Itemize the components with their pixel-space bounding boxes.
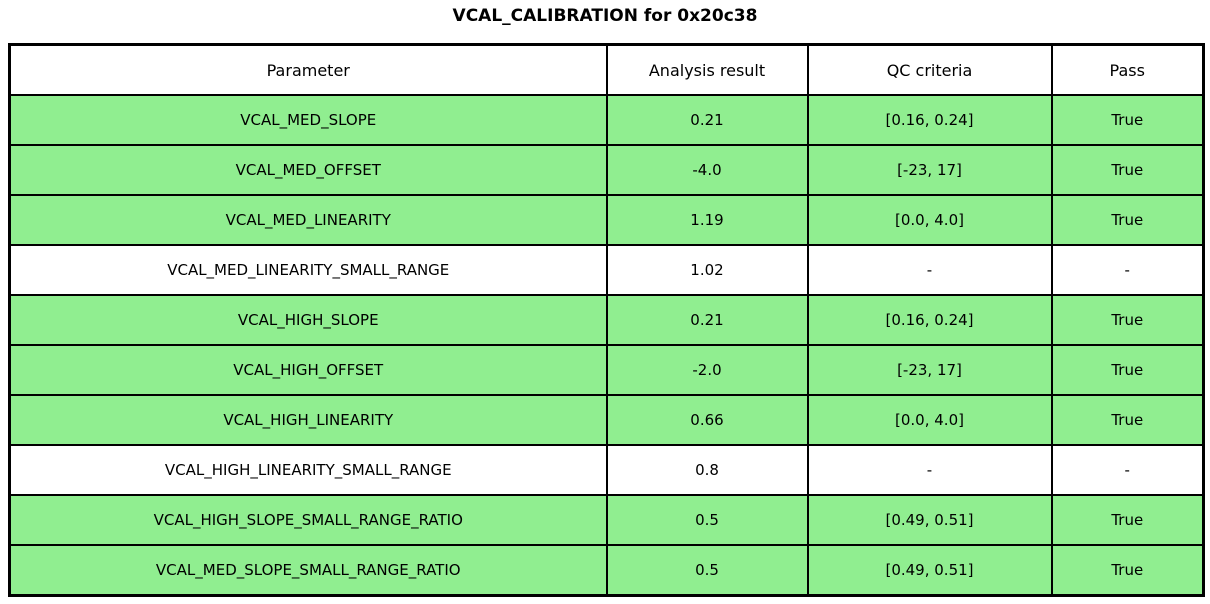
- table-row: VCAL_HIGH_OFFSET -2.0 [-23, 17] True: [8, 344, 1205, 396]
- cell-parameter: VCAL_MED_SLOPE_SMALL_RANGE_RATIO: [8, 544, 608, 597]
- cell-pass: True: [1050, 394, 1205, 446]
- table-row: VCAL_MED_LINEARITY_SMALL_RANGE 1.02 - -: [8, 244, 1205, 296]
- cell-qc-criteria: [0.0, 4.0]: [806, 394, 1053, 446]
- page-title: VCAL_CALIBRATION for 0x20c38: [452, 6, 758, 26]
- cell-pass: True: [1050, 94, 1205, 146]
- col-header-analysis-result: Analysis result: [605, 43, 809, 96]
- cell-parameter: VCAL_HIGH_SLOPE: [8, 294, 608, 346]
- cell-qc-criteria: [0.16, 0.24]: [806, 294, 1053, 346]
- cell-qc-criteria: [-23, 17]: [806, 344, 1053, 396]
- cell-analysis-result: 0.5: [605, 494, 809, 546]
- table-row: VCAL_MED_SLOPE 0.21 [0.16, 0.24] True: [8, 94, 1205, 146]
- cell-qc-criteria: [0.49, 0.51]: [806, 544, 1053, 597]
- cell-qc-criteria: [-23, 17]: [806, 144, 1053, 196]
- table-row: VCAL_HIGH_LINEARITY 0.66 [0.0, 4.0] True: [8, 394, 1205, 446]
- cell-analysis-result: 0.8: [605, 444, 809, 496]
- cell-qc-criteria: [0.49, 0.51]: [806, 494, 1053, 546]
- cell-pass: True: [1050, 294, 1205, 346]
- cell-analysis-result: 0.5: [605, 544, 809, 597]
- calibration-table: Parameter Analysis result QC criteria Pa…: [8, 43, 1205, 597]
- col-header-pass: Pass: [1050, 43, 1205, 96]
- cell-pass: True: [1050, 494, 1205, 546]
- cell-analysis-result: 0.21: [605, 294, 809, 346]
- table-body: VCAL_MED_SLOPE 0.21 [0.16, 0.24] True VC…: [8, 94, 1205, 597]
- table-header-row: Parameter Analysis result QC criteria Pa…: [8, 43, 1205, 96]
- col-header-qc-criteria: QC criteria: [806, 43, 1053, 96]
- cell-qc-criteria: [0.16, 0.24]: [806, 94, 1053, 146]
- cell-analysis-result: 1.19: [605, 194, 809, 246]
- cell-parameter: VCAL_HIGH_LINEARITY_SMALL_RANGE: [8, 444, 608, 496]
- cell-analysis-result: -2.0: [605, 344, 809, 396]
- cell-parameter: VCAL_HIGH_LINEARITY: [8, 394, 608, 446]
- cell-pass: True: [1050, 344, 1205, 396]
- cell-pass: True: [1050, 194, 1205, 246]
- cell-pass: True: [1050, 544, 1205, 597]
- table-row: VCAL_MED_OFFSET -4.0 [-23, 17] True: [8, 144, 1205, 196]
- cell-pass: True: [1050, 144, 1205, 196]
- cell-qc-criteria: -: [806, 444, 1053, 496]
- cell-analysis-result: 0.21: [605, 94, 809, 146]
- cell-analysis-result: -4.0: [605, 144, 809, 196]
- cell-parameter: VCAL_HIGH_SLOPE_SMALL_RANGE_RATIO: [8, 494, 608, 546]
- cell-pass: -: [1050, 444, 1205, 496]
- table-row: VCAL_HIGH_SLOPE_SMALL_RANGE_RATIO 0.5 [0…: [8, 494, 1205, 546]
- cell-pass: -: [1050, 244, 1205, 296]
- table-row: VCAL_HIGH_SLOPE 0.21 [0.16, 0.24] True: [8, 294, 1205, 346]
- cell-parameter: VCAL_MED_OFFSET: [8, 144, 608, 196]
- col-header-parameter: Parameter: [8, 43, 608, 96]
- table-row: VCAL_MED_SLOPE_SMALL_RANGE_RATIO 0.5 [0.…: [8, 544, 1205, 597]
- cell-parameter: VCAL_MED_LINEARITY_SMALL_RANGE: [8, 244, 608, 296]
- cell-qc-criteria: -: [806, 244, 1053, 296]
- cell-parameter: VCAL_HIGH_OFFSET: [8, 344, 608, 396]
- cell-qc-criteria: [0.0, 4.0]: [806, 194, 1053, 246]
- table-row: VCAL_MED_LINEARITY 1.19 [0.0, 4.0] True: [8, 194, 1205, 246]
- cell-parameter: VCAL_MED_LINEARITY: [8, 194, 608, 246]
- cell-parameter: VCAL_MED_SLOPE: [8, 94, 608, 146]
- table-row: VCAL_HIGH_LINEARITY_SMALL_RANGE 0.8 - -: [8, 444, 1205, 496]
- cell-analysis-result: 1.02: [605, 244, 809, 296]
- cell-analysis-result: 0.66: [605, 394, 809, 446]
